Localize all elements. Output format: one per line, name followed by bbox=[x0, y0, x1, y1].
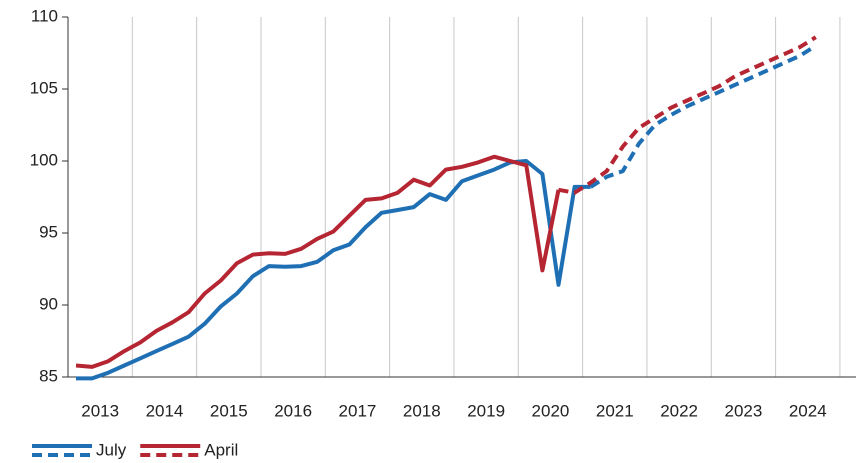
x-tick-label: 2021 bbox=[596, 401, 634, 420]
y-tick-label: 85 bbox=[39, 366, 58, 385]
y-tick-label: 100 bbox=[30, 150, 58, 169]
x-tick-label: 2013 bbox=[81, 401, 119, 420]
x-tick-label: 2014 bbox=[146, 401, 184, 420]
series-line bbox=[75, 154, 561, 369]
x-tick-label: 2018 bbox=[403, 401, 441, 420]
series-line-dashed bbox=[558, 35, 817, 195]
legend-label: July bbox=[96, 440, 127, 459]
y-tick-label: 110 bbox=[31, 6, 58, 25]
legend-label: April bbox=[204, 440, 238, 459]
y-tick-label: 95 bbox=[39, 222, 58, 241]
x-tick-label: 2022 bbox=[660, 401, 698, 420]
y-tick-label: 105 bbox=[30, 78, 58, 97]
y-tick-label: 90 bbox=[39, 294, 58, 313]
x-tick-label: 2019 bbox=[467, 401, 505, 420]
x-tick-label: 2015 bbox=[210, 401, 248, 420]
x-tick-label: 2020 bbox=[532, 401, 570, 420]
x-tick-label: 2023 bbox=[725, 401, 763, 420]
series-line-dashed bbox=[589, 44, 817, 189]
x-tick-label: 2024 bbox=[789, 401, 827, 420]
series-line bbox=[76, 159, 591, 381]
x-tick-label: 2017 bbox=[339, 401, 377, 420]
x-tick-label: 2016 bbox=[274, 401, 312, 420]
